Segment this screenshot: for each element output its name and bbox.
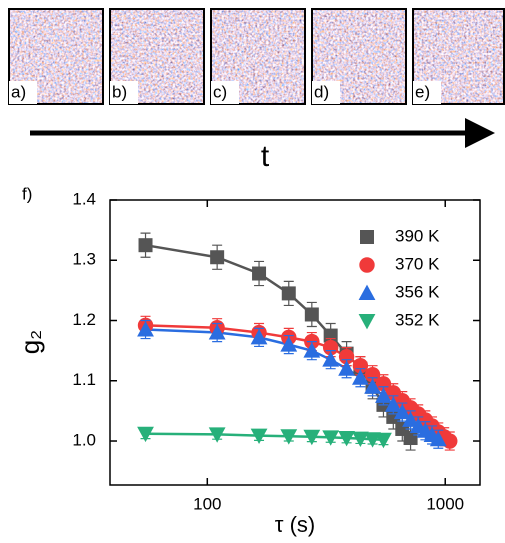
marker [210,250,225,265]
panel-label: b) [112,82,127,101]
legend-marker [358,314,376,330]
marker [208,427,226,443]
marker [322,430,340,446]
marker [351,431,369,448]
marker [351,369,369,385]
panel-label-box [211,81,239,104]
y-tick-label: 1.4 [72,189,96,208]
marker [384,396,402,412]
legend-label: 370 K [395,254,440,273]
panel-label-box [312,81,340,104]
marker [375,432,392,449]
legend-label: 356 K [395,282,440,301]
marker [303,429,321,446]
marker [208,324,226,340]
snapshot-frame [210,8,306,105]
snapshot-frame [8,8,104,105]
marker [303,342,321,358]
y-tick-label: 1.1 [72,370,96,389]
marker [393,403,411,420]
marker [280,336,298,352]
marker [442,433,458,449]
panels: a) b) c) d) e) [8,8,505,105]
marker [375,387,392,403]
x-tick-label: 100 [193,494,221,513]
legend-label: 390 K [395,226,440,245]
legend-marker [360,230,374,244]
marker [352,357,369,374]
y-axis-label: g₂ [15,330,45,355]
plot: 1.0 1.1 1.2 1.3 1.4 100 1000 390 K 370 K 356 K 352… [72,189,481,513]
marker [250,328,268,345]
panel-label: f) [22,184,32,203]
marker [364,367,381,383]
x-axis-label: τ (s) [275,512,315,537]
marker [252,266,267,281]
marker [403,431,418,446]
marker [137,321,154,337]
marker [364,378,381,394]
marker [138,238,153,253]
marker [364,432,381,448]
panel-label-box [413,81,441,104]
x-tick-label: 1000 [426,494,464,513]
panel-label-box [110,81,138,104]
fit-line [145,432,384,442]
marker [281,286,296,301]
y-tick-label: 1.2 [72,310,96,329]
marker [322,351,340,367]
legend-label: 352 K [395,310,440,329]
y-tick-label: 1.3 [72,250,96,269]
marker [137,426,154,443]
marker [402,411,419,427]
marker [280,429,298,445]
panel-label: c) [213,82,227,101]
arrow-label: t [261,140,270,173]
marker [338,348,355,365]
marker [429,430,447,447]
plot-frame [109,199,481,486]
marker [375,376,392,392]
marker [338,360,355,376]
legend-marker [359,257,375,273]
panel-label-box [9,81,37,104]
panel-label: e) [415,82,430,101]
snapshot-frame [109,8,205,105]
snapshot-frame [311,8,407,105]
panel-label: a) [11,82,26,101]
marker [322,339,339,356]
snapshot-frame [412,8,505,105]
marker [304,307,319,322]
panel-label: d) [314,82,329,101]
marker [250,428,268,444]
legend-marker [358,284,376,300]
y-tick-label: 1.0 [72,430,96,449]
marker [338,431,355,447]
